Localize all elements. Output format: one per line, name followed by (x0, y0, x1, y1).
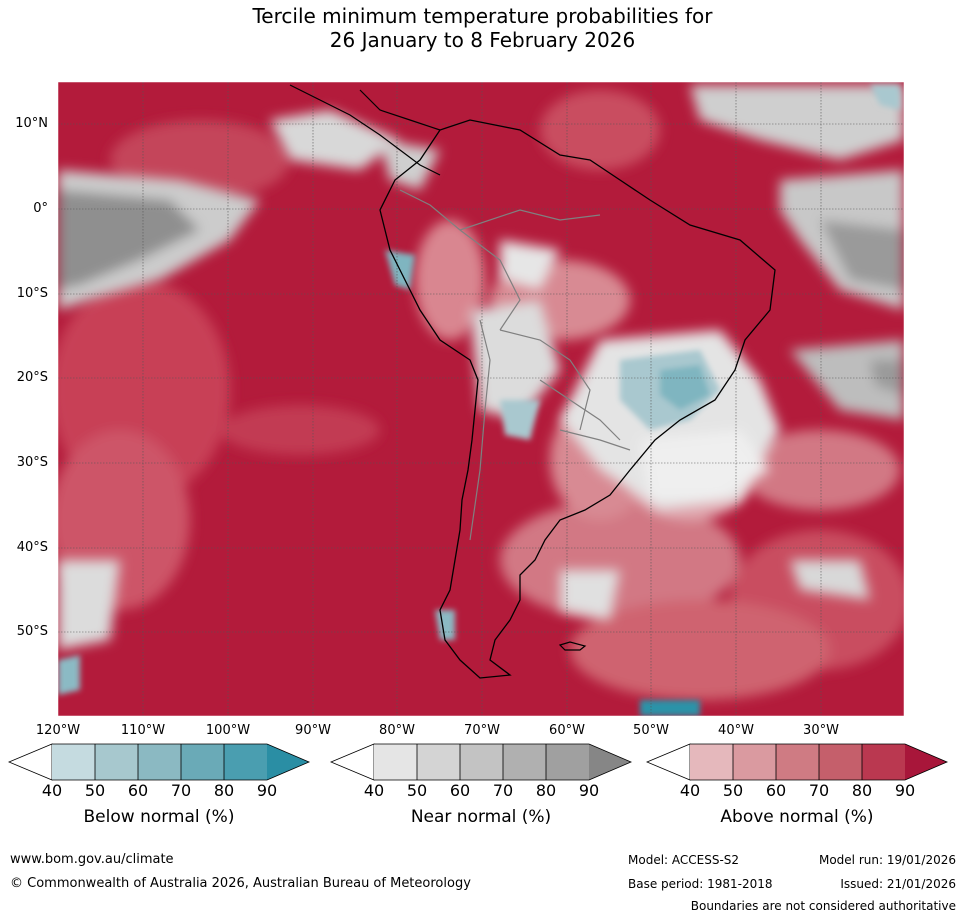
legend-near-tick: 80 (535, 781, 557, 800)
footer-model: Model: ACCESS-S2 (628, 853, 740, 867)
legend-above-tick: 80 (851, 781, 873, 800)
legend-below-swatch-4 (181, 744, 224, 780)
lon-label-30w: 30°W (803, 723, 839, 738)
lat-label-10n: 10°N (15, 116, 48, 131)
legend-below-tick: 80 (213, 781, 235, 800)
legend-below-tick: 70 (170, 781, 192, 800)
legend-near-tick: 60 (449, 781, 471, 800)
legend-above-swatch-4 (819, 744, 862, 780)
lon-label-110w: 110°W (120, 723, 166, 738)
legend-above-swatch-1 (690, 744, 733, 780)
footer-issued: Issued: 21/01/2026 (840, 877, 956, 891)
legend-above-tick: 40 (679, 781, 701, 800)
lat-label-0: 0° (33, 201, 48, 216)
legend-above-tick: 90 (894, 781, 916, 800)
legend-above-normal (646, 743, 948, 781)
legend-near-tick: 50 (406, 781, 428, 800)
map-field (58, 82, 904, 716)
lon-label-40w: 40°W (718, 723, 754, 738)
legend-near-swatch-5 (546, 744, 589, 780)
legend-below-normal (8, 743, 310, 781)
legend-near-title: Near normal (%) (410, 807, 552, 827)
legend-near-tick: 70 (492, 781, 514, 800)
legend-above-arrow-left (646, 743, 691, 781)
coastline-south-america (379, 119, 776, 679)
below-normal-regions (58, 85, 900, 716)
lon-label-70w: 70°W (464, 723, 500, 738)
legend-near-normal (330, 743, 632, 781)
legend-above-swatch-2 (733, 744, 776, 780)
legend-near-swatch-3 (460, 744, 503, 780)
lon-label-120w: 120°W (35, 723, 81, 738)
lon-label-80w: 80°W (379, 723, 415, 738)
map-gridlines (58, 82, 904, 716)
legend-above-tick: 60 (765, 781, 787, 800)
falkland-islands (558, 641, 587, 651)
footer-model-run: Model run: 19/01/2026 (818, 853, 956, 867)
legend-below-swatch-2 (95, 744, 138, 780)
legend-above-tick: 70 (808, 781, 830, 800)
footer-copyright: © Commonwealth of Australia 2026, Austra… (10, 876, 471, 891)
legend-below-title: Below normal (%) (83, 807, 235, 827)
legend-below-arrow-left (8, 743, 53, 781)
legend-below-arrow-right (267, 744, 309, 780)
lon-label-100w: 100°W (205, 723, 251, 738)
map-frame (57, 81, 905, 717)
legend-below-tick: 50 (84, 781, 106, 800)
legend-below-swatch-1 (52, 744, 95, 780)
lon-label-90w: 90°W (295, 723, 331, 738)
legend-below-tick: 60 (127, 781, 149, 800)
legend-near-tick: 40 (363, 781, 385, 800)
footer-url: www.bom.gov.au/climate (10, 852, 174, 867)
legend-above-arrow-right (905, 744, 947, 780)
legend-near-swatch-4 (503, 744, 546, 780)
legend-above-title: Above normal (%) (720, 807, 874, 827)
lon-label-60w: 60°W (549, 723, 585, 738)
legend-near-arrow-right (589, 744, 631, 780)
legend-below-tick: 90 (256, 781, 278, 800)
title-line-1: Tercile minimum temperature probabilitie… (252, 4, 713, 28)
legend-near-swatch-2 (417, 744, 460, 780)
lat-label-50s: 50°S (16, 624, 48, 639)
title-line-2: 26 January to 8 February 2026 (329, 28, 636, 52)
legend-above-swatch-5 (862, 744, 905, 780)
lat-label-20s: 20°S (16, 370, 48, 385)
lat-label-40s: 40°S (16, 540, 48, 555)
footer-base-period: Base period: 1981-2018 (628, 877, 773, 891)
legend-below-swatch-5 (224, 744, 267, 780)
lat-label-10s: 10°S (16, 286, 48, 301)
country-borders (399, 189, 631, 541)
legend-below-swatch-3 (138, 744, 181, 780)
legend-near-arrow-left (330, 743, 375, 781)
legend-below-tick: 40 (41, 781, 63, 800)
legend-near-swatch-1 (374, 744, 417, 780)
lon-label-50w: 50°W (633, 723, 669, 738)
chart-title: Tercile minimum temperature probabilitie… (0, 4, 965, 52)
legend-near-tick: 90 (578, 781, 600, 800)
lat-label-30s: 30°S (16, 455, 48, 470)
coastline-central-america (289, 84, 441, 176)
legend-above-tick: 50 (722, 781, 744, 800)
footer-disclaimer: Boundaries are not considered authoritat… (690, 899, 956, 913)
legend-above-swatch-3 (776, 744, 819, 780)
